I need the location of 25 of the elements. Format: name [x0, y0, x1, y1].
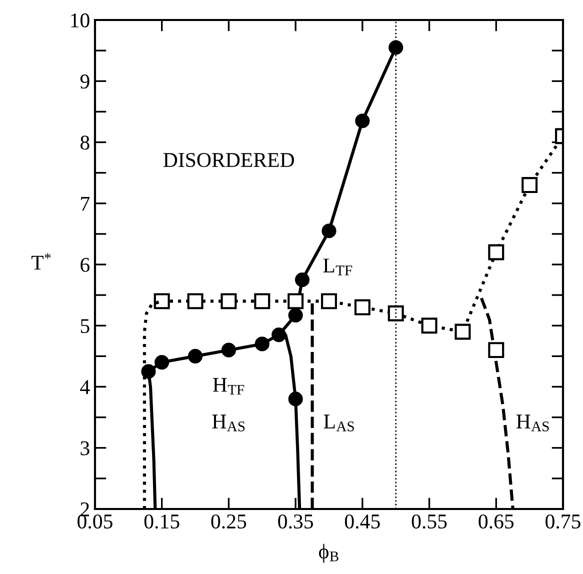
annotation: L$_{AS}$ — [324, 414, 354, 432]
annotation: L$_{TF}$ — [323, 258, 352, 276]
x-tick-label: 0.75 — [546, 514, 580, 529]
y-tick-label: 4 — [80, 380, 90, 394]
y-tick-label: 2 — [80, 502, 89, 516]
y-tick-label: 10 — [71, 13, 90, 28]
x-tick-label: 0.05 — [78, 514, 112, 529]
y-tick-label: 5 — [80, 319, 90, 334]
annotation: H$_{AS}$ — [516, 414, 549, 432]
x-tick-label: 0.65 — [478, 514, 514, 529]
x-tick-label: 0.55 — [412, 514, 447, 529]
y-tick-label: 6 — [80, 258, 90, 272]
y-tick-label: 9 — [80, 74, 90, 89]
y-axis-title: T$^{*}$ — [31, 253, 51, 270]
y-tick-label: 8 — [80, 136, 90, 150]
annotation: H$_{AS}$ — [212, 414, 245, 432]
x-tick-label: 0.25 — [211, 514, 246, 529]
x-axis-title: ϕ$_{B}$ — [318, 544, 338, 563]
annotation: DISORDERED — [163, 153, 294, 168]
x-tick-label: 0.15 — [144, 514, 180, 529]
x-tick-label: 0.35 — [278, 514, 313, 529]
annotation: H$_{TF}$ — [212, 378, 244, 395]
y-tick-label: 3 — [80, 441, 90, 456]
y-tick-label: 7 — [81, 196, 90, 211]
x-tick-label: 0.45 — [344, 514, 380, 529]
